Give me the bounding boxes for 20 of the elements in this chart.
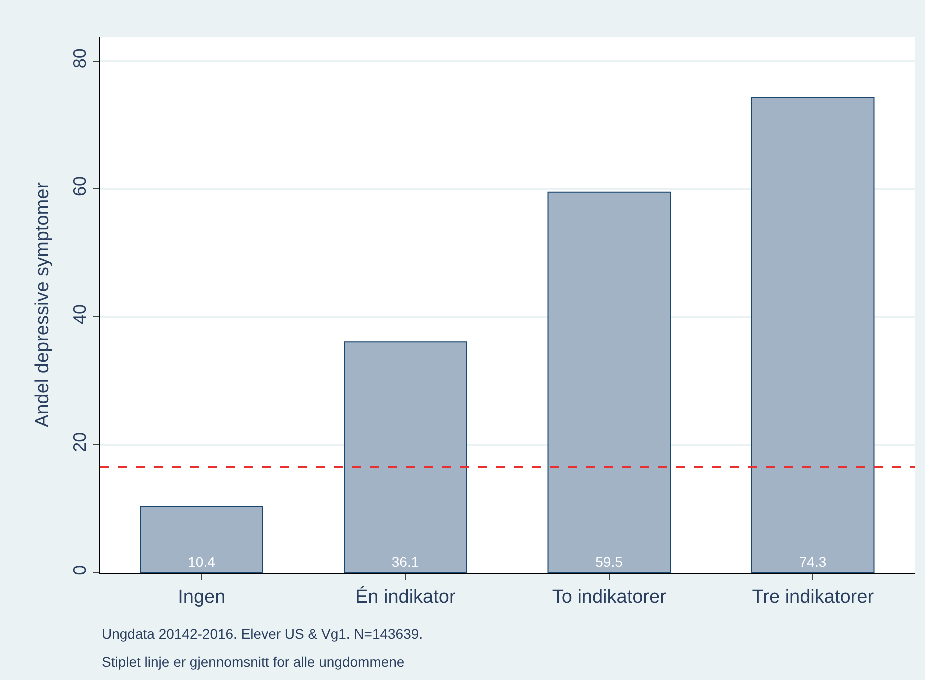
bar [344, 342, 468, 573]
bar [548, 192, 671, 573]
y-tick-label: 60 [70, 176, 90, 197]
y-tick-label: 20 [70, 432, 90, 452]
x-tick-label: To indikatorer [552, 586, 668, 608]
y-tick-label: 40 [70, 304, 90, 324]
x-tick-label: Tre indikatorer [752, 586, 875, 608]
data-label: 10.4 [188, 554, 216, 570]
data-label: 36.1 [392, 554, 420, 570]
bar [752, 97, 875, 573]
y-tick-label: 0 [70, 565, 90, 576]
y-axis-title: Andel depressive symptomer [32, 182, 54, 428]
text: Stiplet linje er gjennomsnitt for alle ungdommene [102, 654, 405, 670]
data-label: 59.5 [596, 554, 624, 570]
x-tick-label: Én indikator [355, 586, 456, 608]
text: Ungdata 20142-2016. Elever US & Vg1. N=143639. [102, 626, 424, 642]
x-tick-label: Ingen [178, 586, 226, 608]
bar [140, 506, 264, 573]
data-label: 74.3 [799, 554, 827, 570]
y-tick-label: 80 [70, 48, 90, 69]
